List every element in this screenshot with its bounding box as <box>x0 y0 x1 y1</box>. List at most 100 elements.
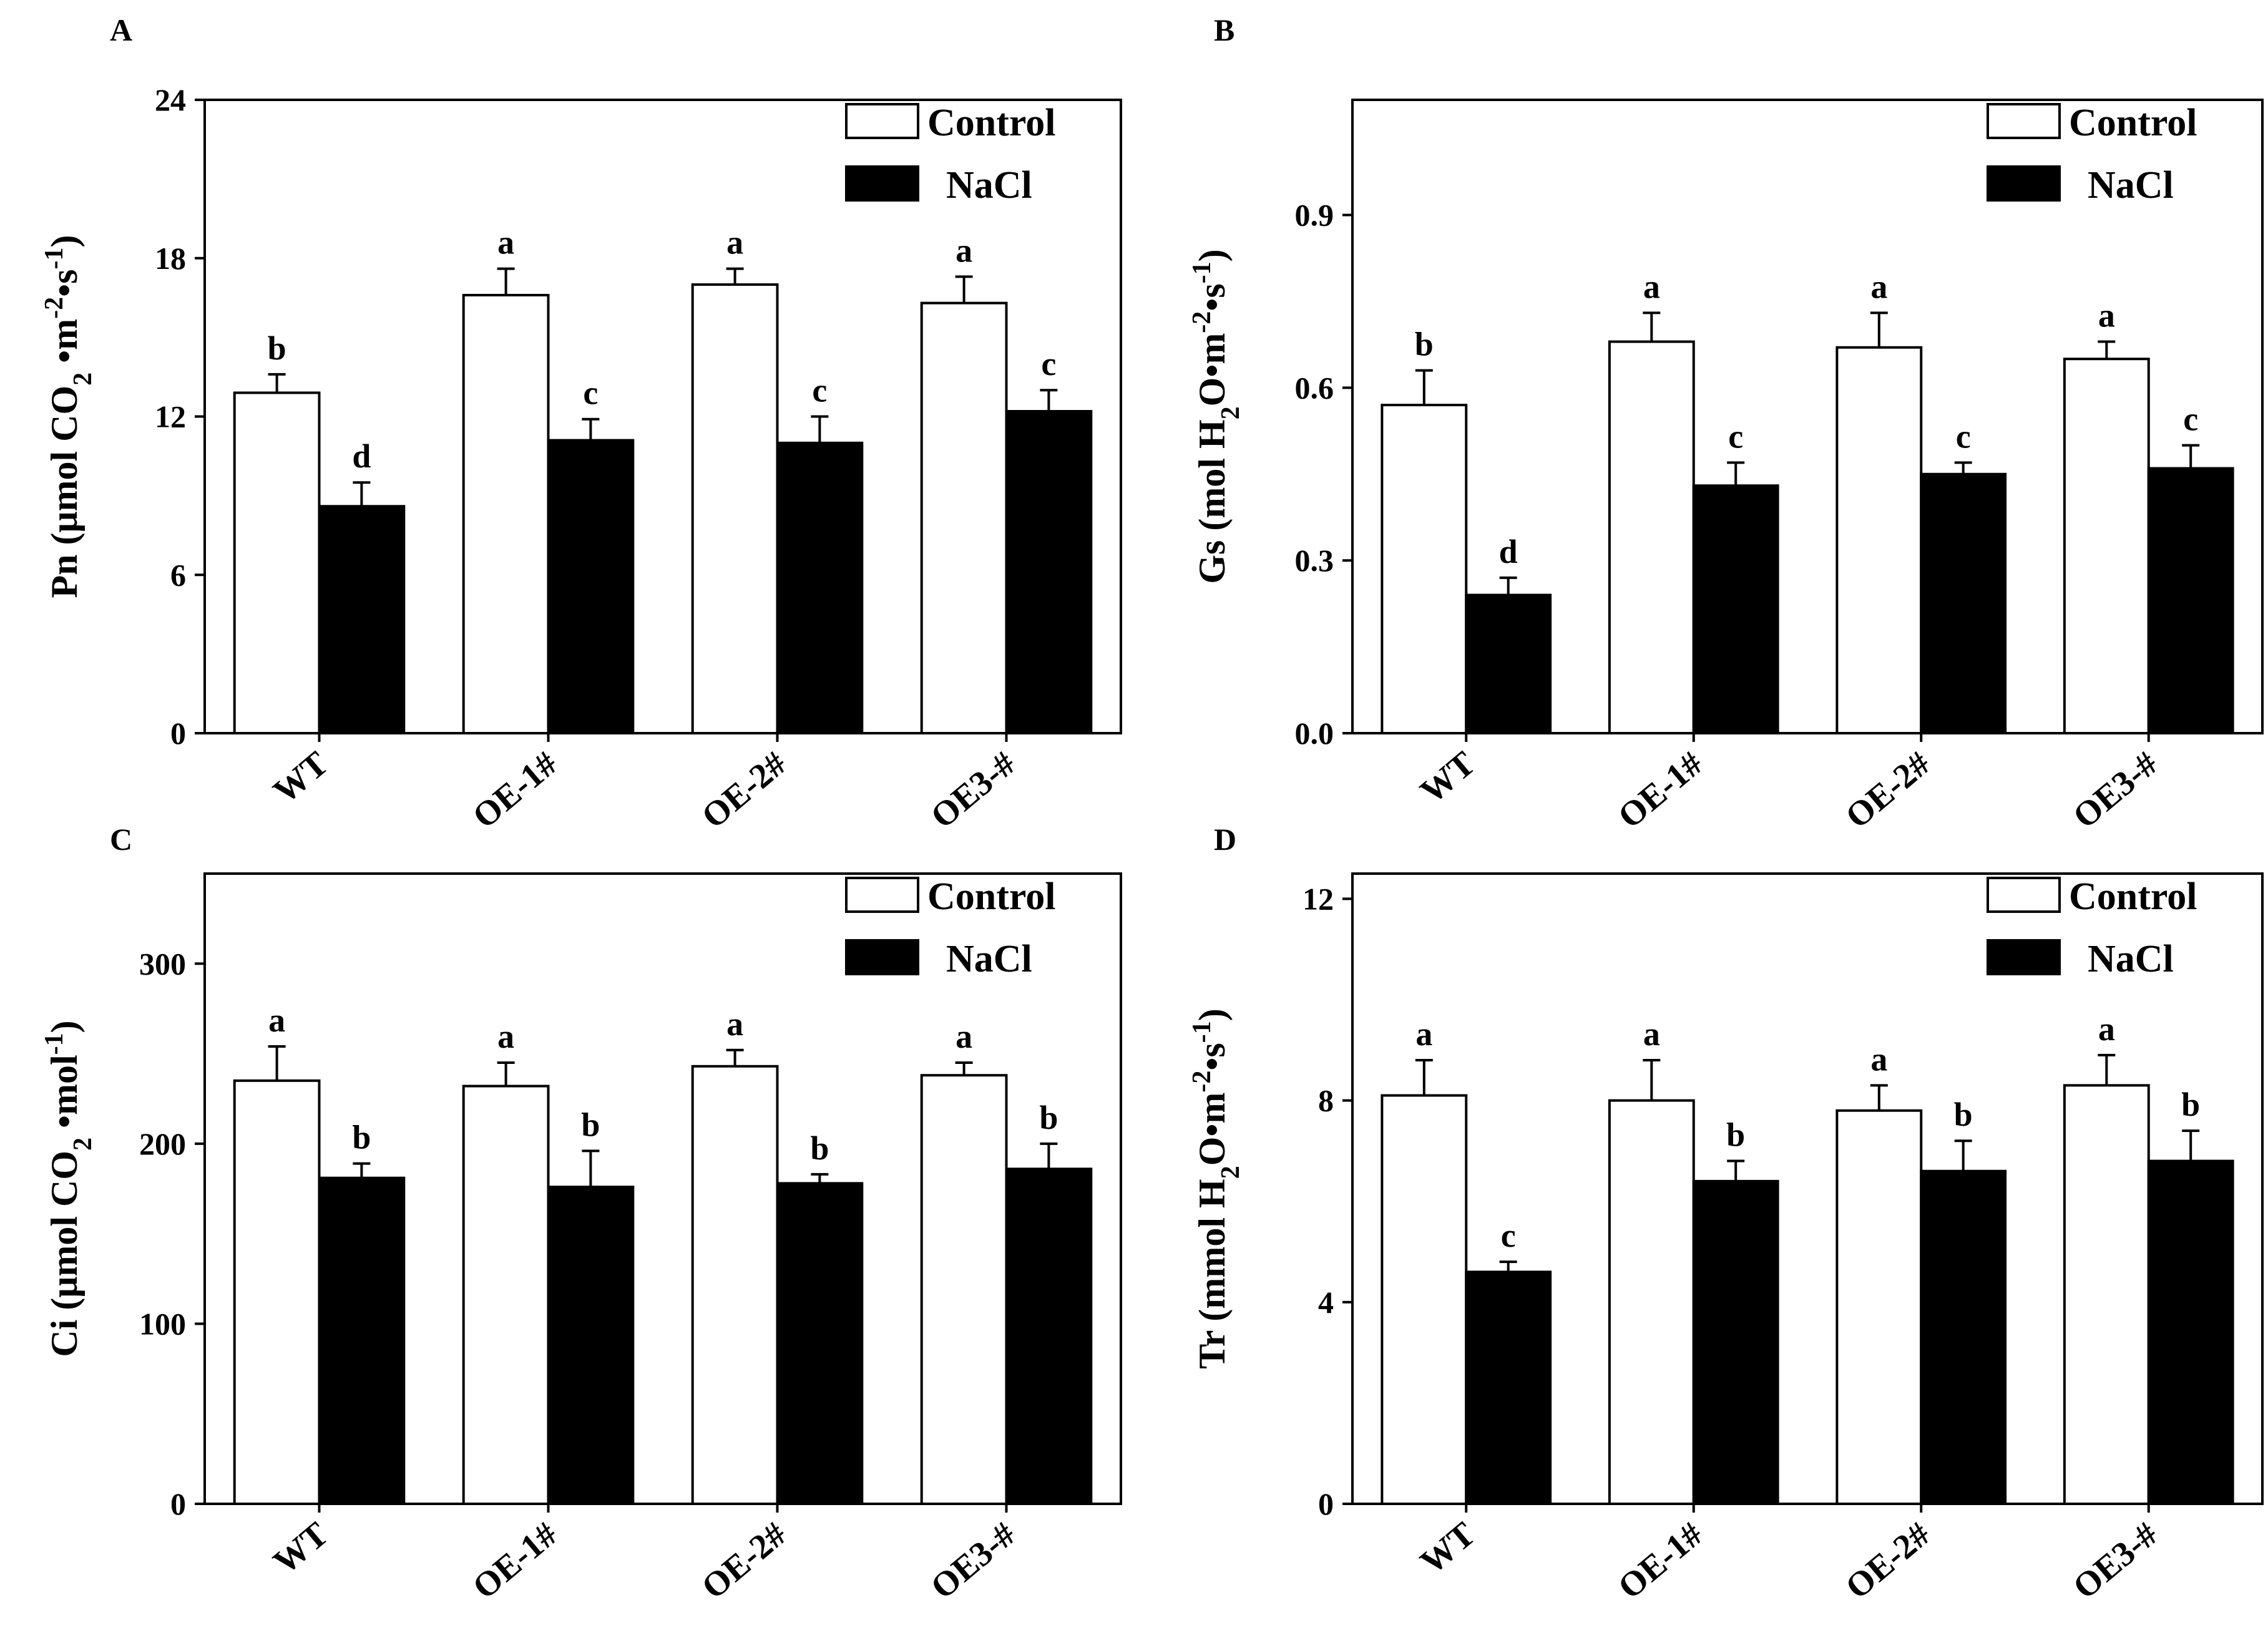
panel-a: A 0 6 12 18 24 b d WT a c OE-1# a c OE-2# a c OE3-# Pn (μm… <box>40 12 1122 836</box>
category-label: OE3-# <box>924 744 1023 836</box>
bar-nacl <box>1920 472 2007 734</box>
panel-letter: A <box>110 12 132 47</box>
category-label: OE3-# <box>2066 1514 2165 1606</box>
category-label: OE-1# <box>1611 744 1710 836</box>
y-axis-title-part: Ci (μmol CO <box>44 1151 85 1357</box>
significance-letter: d <box>352 437 371 475</box>
bar-nacl <box>1465 1270 1552 1505</box>
panel-letter: D <box>1214 822 1236 857</box>
y-tick-label: 0 <box>1318 1486 1334 1521</box>
category-label: WT <box>266 1514 335 1582</box>
significance-letter: c <box>2183 401 2198 438</box>
bar-control <box>1381 1094 1468 1505</box>
y-axis-title-part: Gs (mol H <box>1191 419 1233 583</box>
legend-label-nacl: NaCl <box>2088 164 2174 207</box>
significance-letter: c <box>1956 417 1971 455</box>
significance-letter: c <box>812 372 827 409</box>
significance-letter: b <box>810 1129 829 1167</box>
bar-control <box>691 1065 779 1506</box>
category-label: WT <box>1413 1514 1482 1582</box>
significance-letter: b <box>1954 1096 1973 1133</box>
y-tick-label: 8 <box>1318 1083 1334 1118</box>
bar-nacl <box>1005 410 1093 734</box>
significance-letter: c <box>583 374 598 412</box>
y-axis-title: Ci (μmol CO2 •mol-1) <box>40 1020 97 1357</box>
y-axis-title-part: ) <box>44 235 85 247</box>
y-tick-label: 0.9 <box>1295 198 1334 233</box>
plot-frame <box>203 872 1122 1505</box>
significance-letter: b <box>352 1119 371 1156</box>
category-label: OE-2# <box>695 1514 794 1606</box>
y-axis-title-part: 2 <box>69 1138 97 1151</box>
y-axis-title-part: O•m <box>1191 333 1233 407</box>
category-label: WT <box>1413 744 1482 811</box>
y-axis-title-part: 2 <box>69 373 97 386</box>
y-tick-label: 6 <box>170 557 186 592</box>
panel-letter: B <box>1214 12 1234 47</box>
y-axis-title-part: •s <box>1191 283 1233 311</box>
significance-letter: a <box>1870 1040 1887 1078</box>
bar-nacl <box>318 505 406 735</box>
bar-control <box>233 391 321 734</box>
significance-letter: a <box>726 1005 743 1043</box>
bar-control <box>462 293 550 735</box>
category-label: OE-1# <box>466 1514 565 1606</box>
panel-c: C 0 100 200 300 a b WT a b OE-1# a b OE-2# a b OE3-# Ci (… <box>40 822 1122 1607</box>
y-tick-label: 0.6 <box>1295 370 1334 405</box>
legend-swatch-control <box>1987 103 2061 139</box>
bar-control <box>2063 1084 2150 1505</box>
plot-frame <box>203 99 1122 734</box>
bar-nacl <box>1692 1179 1779 1505</box>
bar-nacl <box>776 1182 864 1506</box>
category-label: OE3-# <box>2066 744 2165 836</box>
significance-letter: a <box>1415 1015 1432 1053</box>
bar-control <box>233 1079 321 1506</box>
significance-letter: b <box>581 1106 600 1143</box>
legend-label-control: Control <box>2069 875 2197 918</box>
legend-swatch-control <box>845 103 919 139</box>
bar-nacl <box>1465 593 1552 735</box>
legend-swatch-nacl <box>845 165 919 202</box>
y-tick-label: 0 <box>170 1486 186 1521</box>
bar-control <box>920 1074 1008 1505</box>
significance-letter: a <box>1643 268 1660 305</box>
significance-letter: a <box>497 224 514 261</box>
bar-nacl <box>547 1186 635 1505</box>
bar-nacl <box>2147 1159 2234 1506</box>
significance-letter: a <box>497 1018 514 1055</box>
y-axis-title-part: •s <box>44 269 85 296</box>
significance-letter: d <box>1499 533 1518 570</box>
legend-label-nacl: NaCl <box>946 164 1032 207</box>
y-axis-title-part: •m <box>44 319 85 373</box>
category-label: OE-1# <box>466 744 565 836</box>
significance-letter: a <box>956 232 972 269</box>
y-axis-title-part: •s <box>1191 1043 1233 1070</box>
y-axis-title-part: Pn (μmol CO <box>44 386 85 598</box>
bar-nacl <box>1692 484 1779 735</box>
y-axis-title-part: -2 <box>40 297 69 319</box>
bar-control <box>462 1085 550 1505</box>
legend-swatch-nacl <box>1987 939 2061 975</box>
significance-letter: b <box>1039 1099 1058 1136</box>
panel-letter: C <box>110 822 132 857</box>
significance-letter: b <box>2181 1086 2200 1123</box>
bar-nacl <box>2147 467 2234 735</box>
bar-control <box>1608 340 1695 734</box>
panel-b: B 0.0 0.3 0.6 0.9 b d WT a c OE-1# a c OE-2# a c OE3-# Gs… <box>1188 12 2264 836</box>
legend-label-nacl: NaCl <box>2088 938 2174 980</box>
bar-control <box>1381 404 1468 734</box>
y-axis-title-part: -1 <box>1188 261 1216 283</box>
y-tick-label: 0 <box>170 716 186 751</box>
y-axis-title-part: -2 <box>1188 1071 1216 1093</box>
y-axis-title-part: -1 <box>40 247 69 269</box>
y-tick-label: 200 <box>139 1126 186 1161</box>
y-axis-title: Pn (μmol CO2 •m-2•s-1) <box>40 235 97 598</box>
bar-control <box>1835 1109 1923 1505</box>
significance-letter: a <box>2098 1010 2115 1048</box>
bar-nacl <box>1005 1168 1093 1506</box>
y-tick-label: 18 <box>155 241 186 276</box>
y-axis-title-part: -1 <box>1188 1021 1216 1043</box>
legend-label-control: Control <box>927 875 1056 918</box>
y-axis-title-part: 2 <box>1216 1166 1245 1179</box>
legend-swatch-nacl <box>1987 165 2061 202</box>
